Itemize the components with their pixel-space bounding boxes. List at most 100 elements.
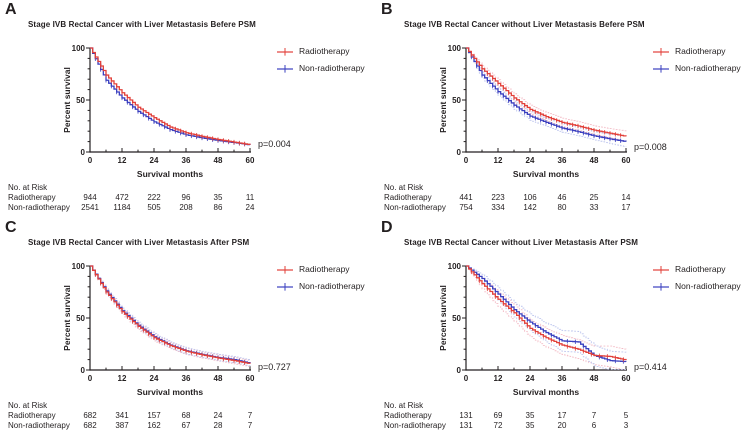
risk-count: 162 [147,421,161,430]
legend-marker-non_radiotherapy [653,283,669,291]
x-tick-label: 60 [245,374,255,383]
risk-count: 35 [525,411,535,420]
risk-count: 25 [589,193,599,202]
risk-count: 944 [83,193,97,202]
risk-count: 14 [621,193,631,202]
panel-title: Stage IVB Rectal Cancer without Liver Me… [404,238,639,247]
risk-count: 24 [245,203,255,212]
risk-count: 20 [557,421,567,430]
panel-title: Stage IVB Rectal Cancer with Liver Metas… [28,20,256,29]
risk-count: 208 [179,203,193,212]
risk-table-header: No. at Risk [8,401,48,410]
figure-panel-c: C Stage IVB Rectal Cancer with Liver Meta… [0,218,376,437]
x-tick-label: 36 [181,374,191,383]
risk-count: 7 [247,411,253,420]
risk-count: 17 [557,411,567,420]
legend-label: Radiotherapy [299,46,350,56]
risk-count: 142 [523,203,537,212]
legend-label: Non-radiotherapy [299,63,365,73]
x-tick-label: 0 [87,374,93,383]
x-tick-label: 24 [525,374,535,383]
x-tick-label: 60 [621,374,631,383]
y-tick-label: 0 [456,147,461,157]
x-tick-label: 60 [245,156,255,165]
risk-row-label: Radiotherapy [384,193,432,202]
x-axis-label: Survival months [512,169,580,179]
x-axis-label: Survival months [512,387,580,397]
y-tick-label: 0 [456,365,461,375]
legend-marker-non_radiotherapy [277,65,293,73]
x-tick-label: 24 [525,156,535,165]
risk-row-label: Non-radiotherapy [384,421,446,430]
risk-count: 68 [181,411,191,420]
y-tick-label: 50 [76,95,85,105]
risk-count: 2541 [81,203,99,212]
ci-lower-non_radiotherapy [466,47,627,147]
risk-row-label: Non-radiotherapy [384,203,446,212]
risk-count: 222 [147,193,161,202]
x-tick-label: 48 [589,156,599,165]
risk-count: 5 [623,411,629,420]
x-tick-label: 48 [213,374,223,383]
risk-table-header: No. at Risk [384,183,424,192]
risk-count: 223 [491,193,505,202]
legend-label: Radiotherapy [299,264,350,274]
km-plot-c [86,265,251,371]
y-tick-label: 50 [452,95,461,105]
p-value-label: p=0.008 [634,142,667,152]
x-tick-label: 0 [463,374,469,383]
x-tick-label: 0 [87,156,93,165]
y-tick-label: 0 [80,147,85,157]
legend-marker-radiotherapy [653,266,669,274]
figure-panel-b: B Stage IVB Rectal Cancer without Liver M… [376,0,752,218]
panel-letter: D [381,219,393,236]
panel-letter: B [381,1,393,18]
legend-item-non_radiotherapy: Non-radiotherapy [276,63,376,75]
risk-count: 80 [557,203,567,212]
x-axis-label: Survival months [136,387,204,397]
risk-count: 7 [247,421,253,430]
p-value-label: p=0.414 [634,362,667,372]
legend-marker-radiotherapy [653,48,669,56]
legend-marker-radiotherapy [277,48,293,56]
x-tick-label: 12 [117,374,127,383]
x-tick-label: 48 [589,374,599,383]
risk-count: 11 [245,193,255,202]
risk-count: 67 [181,421,191,430]
legend-item-non_radiotherapy: Non-radiotherapy [652,281,752,293]
x-tick-label: 12 [493,374,503,383]
risk-count: 682 [83,421,97,430]
y-tick-label: 100 [71,261,85,271]
survival-curve-radiotherapy [90,265,251,364]
ci-upper-radiotherapy [90,265,251,361]
x-tick-label: 36 [181,156,191,165]
y-tick-label: 50 [76,313,85,323]
risk-count: 341 [115,411,129,420]
risk-row-label: Non-radiotherapy [8,203,70,212]
risk-count: 17 [621,203,631,212]
survival-curve-non_radiotherapy [90,265,251,364]
legend-item-non_radiotherapy: Non-radiotherapy [276,281,376,293]
risk-count: 86 [213,203,223,212]
risk-count: 131 [459,421,473,430]
risk-count: 46 [557,193,567,202]
risk-count: 682 [83,411,97,420]
km-plot-d [462,265,627,371]
panel-title: Stage IVB Rectal Cancer with Liver Metas… [28,238,250,247]
risk-count: 334 [491,203,505,212]
ci-upper-radiotherapy [466,265,627,350]
y-tick-label: 50 [452,313,461,323]
km-plot-b [462,47,627,153]
panel-letter: C [5,219,17,236]
risk-count: 35 [213,193,223,202]
x-tick-label: 48 [213,156,223,165]
legend-item-radiotherapy: Radiotherapy [276,46,376,58]
legend-marker-non_radiotherapy [277,283,293,291]
risk-count: 3 [623,421,629,430]
p-value-label: p=0.004 [258,139,291,149]
risk-count: 505 [147,203,161,212]
ci-upper-non_radiotherapy [466,265,627,353]
km-plot-a [86,47,251,153]
legend-label: Non-radiotherapy [675,63,741,73]
